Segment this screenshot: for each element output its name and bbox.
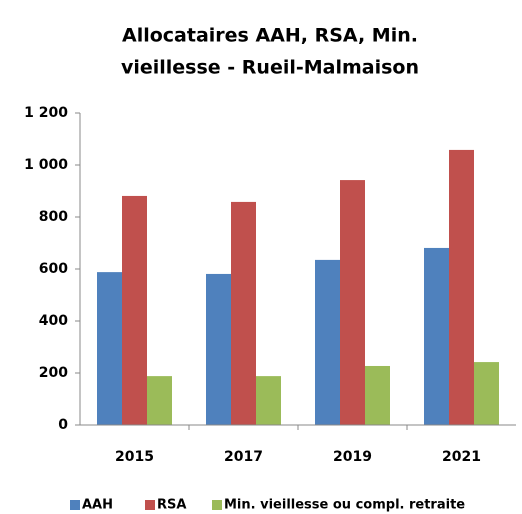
legend-swatch (145, 500, 155, 510)
legend-swatch (70, 500, 80, 510)
y-tick-label: 1 200 (24, 105, 68, 121)
x-tick-label: 2021 (442, 449, 481, 465)
bar (424, 247, 449, 425)
bar (315, 259, 340, 425)
bar (474, 362, 499, 425)
legend-label: Min. vieillesse ou compl. retraite (224, 498, 465, 513)
y-tick-label: 600 (39, 261, 68, 277)
y-tick-label: 1 000 (24, 157, 68, 173)
legend-label: AAH (82, 498, 113, 513)
bar (147, 376, 172, 425)
y-tick-label: 0 (58, 417, 68, 433)
bar (231, 201, 256, 425)
x-tick-label: 2017 (224, 449, 263, 465)
y-tick-label: 800 (39, 209, 68, 225)
bar (340, 180, 365, 425)
legend-label: RSA (157, 498, 186, 513)
bar (206, 273, 231, 425)
legend-swatch (212, 500, 222, 510)
x-tick-label: 2019 (333, 449, 372, 465)
bar (97, 272, 122, 425)
chart-title: vieillesse - Rueil-Malmaison (121, 57, 419, 79)
x-tick-label: 2015 (115, 449, 154, 465)
bar (365, 365, 390, 425)
chart-title: Allocataires AAH, RSA, Min. (122, 25, 418, 47)
bar (256, 376, 281, 425)
y-tick-label: 200 (39, 365, 68, 381)
y-tick-label: 400 (39, 313, 68, 329)
bar (449, 149, 474, 426)
bar (122, 195, 147, 425)
